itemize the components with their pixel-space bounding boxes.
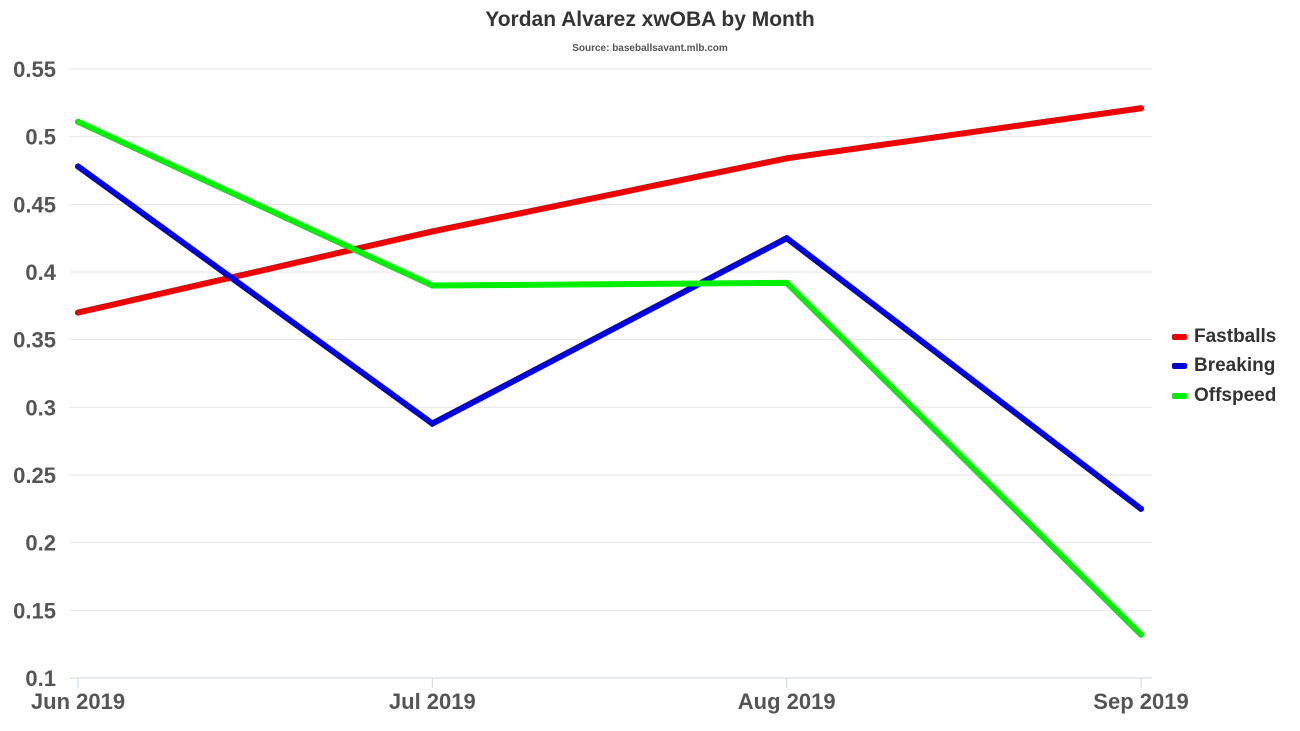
y-tick-label: 0.25 (13, 463, 56, 488)
y-tick-label: 0.3 (25, 395, 56, 420)
data-point-offspeed[interactable] (429, 282, 436, 289)
y-tick-label: 0.55 (13, 57, 56, 82)
legend-swatch (1172, 392, 1187, 399)
y-tick-label: 0.4 (25, 260, 56, 285)
chart-subtitle: Source: baseballsavant.mlb.com (572, 43, 728, 54)
y-tick-label: 0.2 (25, 531, 56, 556)
data-point-fastballs[interactable] (429, 228, 436, 235)
legend-label: Fastballs (1194, 325, 1277, 347)
data-point-fastballs[interactable] (1138, 105, 1144, 112)
series-line-fastballs[interactable] (75, 105, 1144, 316)
series-lines (75, 105, 1144, 638)
data-point-offspeed[interactable] (75, 118, 81, 125)
series-line-breaking[interactable] (75, 163, 1144, 512)
y-tick-label: 0.45 (13, 192, 56, 217)
data-point-breaking[interactable] (75, 163, 81, 170)
x-tick-label: Jul 2019 (389, 689, 476, 714)
data-point-offspeed[interactable] (1138, 631, 1144, 638)
legend-label: Offspeed (1194, 384, 1277, 406)
chart-title: Yordan Alvarez xwOBA by Month (485, 8, 815, 31)
data-point-fastballs[interactable] (75, 309, 81, 316)
chart-legend[interactable]: Fastballs Breaking Offspeed (1172, 322, 1276, 411)
y-tick-label: 0.5 (25, 125, 56, 150)
y-tick-label: 0.1 (25, 666, 56, 691)
legend-swatch (1172, 333, 1187, 340)
legend-swatch (1172, 363, 1187, 370)
x-axis-tick-labels: Jun 2019 Jul 2019 Aug 2019 Sep 2019 (31, 689, 1189, 714)
x-tick-label: Aug 2019 (738, 689, 836, 714)
y-tick-label: 0.15 (13, 598, 56, 623)
x-tick-label: Sep 2019 (1093, 689, 1188, 714)
y-tick-label: 0.35 (13, 328, 56, 353)
legend-item-breaking[interactable]: Breaking (1172, 352, 1276, 382)
legend-item-fastballs[interactable]: Fastballs (1172, 322, 1276, 352)
data-point-breaking[interactable] (429, 420, 436, 427)
data-point-fastballs[interactable] (783, 155, 790, 162)
data-point-offspeed[interactable] (783, 279, 790, 286)
series-line-offspeed[interactable] (75, 118, 1144, 638)
legend-item-offspeed[interactable]: Offspeed (1172, 381, 1276, 411)
grid-lines (70, 68, 1152, 611)
y-axis-tick-labels: 0.1 0.15 0.2 0.25 0.3 0.35 0.4 0.45 0.5 0.55 (13, 57, 57, 691)
x-axis (70, 677, 1152, 688)
data-point-breaking[interactable] (783, 235, 790, 242)
x-tick-label: Jun 2019 (31, 689, 125, 714)
data-point-breaking[interactable] (1138, 505, 1144, 512)
legend-label: Breaking (1194, 355, 1276, 377)
